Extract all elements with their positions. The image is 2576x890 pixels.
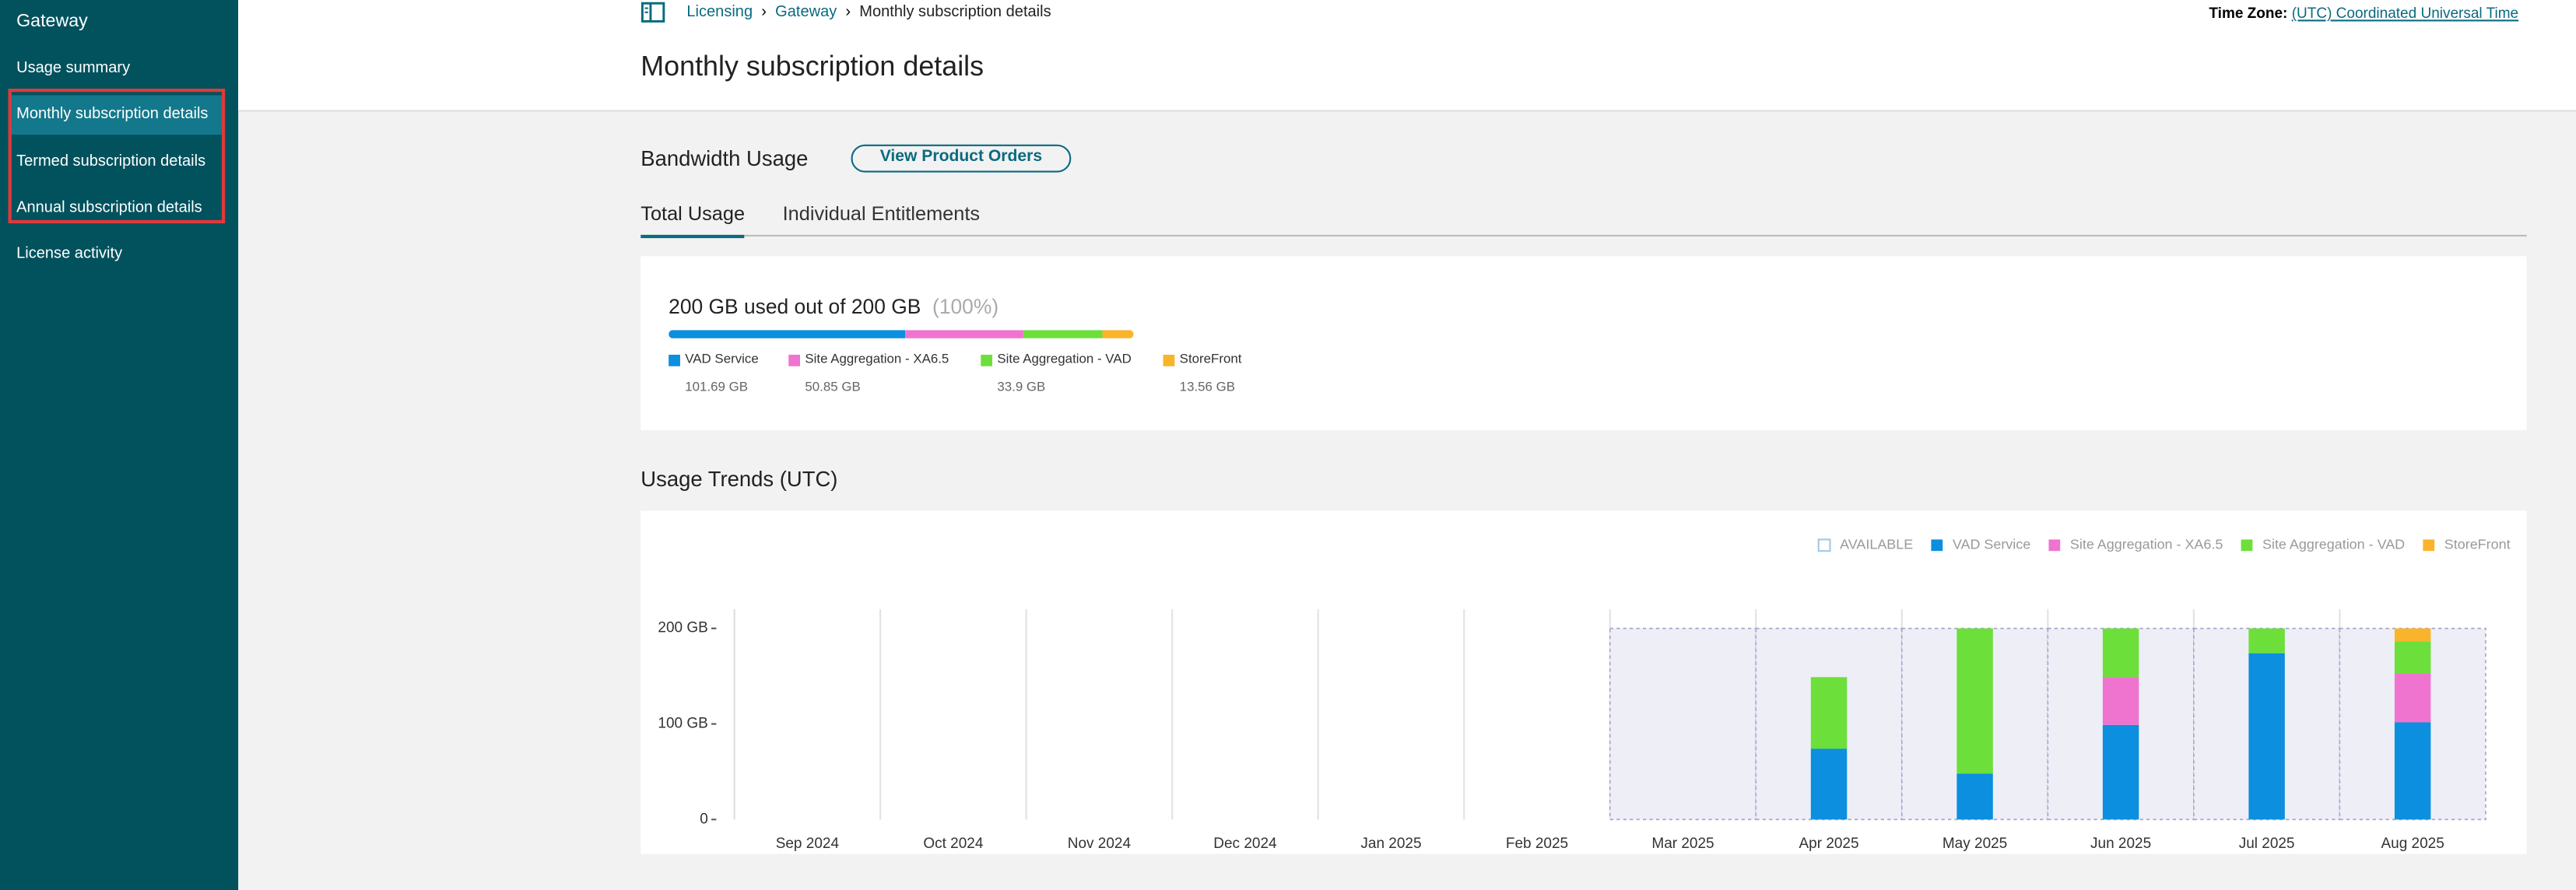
separator: › [837,3,860,22]
legend-swatch [669,354,680,366]
legend-swatch [1817,538,1831,552]
time-zone-label: Time Zone: [2209,5,2288,22]
x-tick-label: Mar 2025 [1651,836,1714,852]
x-tick-label: Jun 2025 [2090,836,2151,852]
nav-item[interactable]: License activity [16,244,123,264]
bar-segment [2394,628,2431,642]
page-title: Monthly subscription details [640,51,984,82]
bar-segment [2248,628,2285,653]
usage-chart: 0 100 GB 200 GB Sep 2024 Oct 2024 Nov 2024 Dec… [640,510,2527,854]
nav-item[interactable]: Annual subscription details [16,198,202,217]
breadcrumb-item[interactable]: Gateway [775,3,837,22]
x-tick-label: May 2025 [1943,836,2007,852]
legend-swatch [1163,354,1175,366]
usage-segment [904,330,1023,338]
available-capacity [1609,627,1757,821]
bar-segment [2102,724,2139,820]
legend-label: Site Aggregation - VAD [2262,537,2405,552]
legend-label: StoreFront [1179,351,1242,366]
bar-segment [1810,677,1848,749]
value-label: 33.9 GB [997,379,1046,394]
bar-segment [2248,653,2285,820]
tab-rule [640,234,2527,237]
breadcrumb: Licensing › Gateway › Monthly subscripti… [686,3,1051,21]
x-tick-label: Dec 2024 [1213,836,1276,852]
sidebar: Gateway Usage summary Monthly subscriptio… [0,0,239,890]
x-tick-label: Apr 2025 [1799,836,1859,852]
legend-label: Site Aggregation - VAD [997,351,1132,366]
legend-swatch [2048,539,2061,552]
legend-label: Site Aggregation - XA6.5 [2070,537,2223,552]
legend-label: VAD Service [1953,537,2030,552]
usage-bar [669,330,1134,338]
section-title: Bandwidth Usage [640,145,809,171]
sidebar-title: Gateway [16,11,88,32]
value-label: 101.69 GB [685,379,749,394]
highlight-box [8,88,226,224]
x-tick-label: Feb 2025 [1506,836,1568,852]
legend-label: Site Aggregation - XA6.5 [805,351,949,366]
percent: (100%) [932,295,999,319]
bar-segment [2102,677,2139,725]
legend-label: AVAILABLE [1840,537,1913,552]
summary-headline: 200 GB used out of 200 GB (100%) [669,296,998,319]
nav-item[interactable]: Termed subscription details [16,152,206,170]
bar-segment [1957,773,1993,820]
legend-swatch [2241,539,2253,552]
breadcrumb-item[interactable]: Licensing [686,3,753,22]
nav-item[interactable]: Monthly subscription details [8,96,224,135]
legend-swatch [981,354,993,366]
separator: › [753,3,776,22]
time-zone-link[interactable]: (UTC) Coordinated Universal Time [2291,5,2519,22]
x-tick-label: Aug 2025 [2381,836,2444,852]
x-tick-label: Jul 2025 [2239,836,2295,852]
y-tick-label: 200 GB [658,620,707,636]
bar-segment [1810,748,1848,820]
tab[interactable]: Individual Entitlements [782,201,981,226]
legend-swatch [1931,539,1943,552]
bar-segment [2394,641,2431,675]
y-tick-label: 100 GB [658,716,707,732]
x-tick-label: Oct 2024 [923,836,983,852]
view-orders-button[interactable]: View Product Orders [851,144,1072,173]
legend-label: VAD Service [685,351,759,366]
summary-card: 200 GB used out of 200 GB (100%) VAD Ser… [640,256,2527,431]
bar-segment [1957,628,1993,774]
tab[interactable]: Total Usage [640,202,746,239]
breadcrumb-item: Monthly subscription details [859,3,1051,22]
header: Licensing › Gateway › Monthly subscripti… [238,0,2576,112]
value-label: 13.56 GB [1179,379,1236,394]
nav-item[interactable]: Usage summary [16,58,131,78]
headline: 200 GB used out of 200 GB [669,295,921,319]
x-tick-label: Sep 2024 [776,836,839,852]
bar-segment [2394,722,2431,820]
x-tick-label: Nov 2024 [1068,836,1131,852]
usage-segment [1101,330,1134,338]
x-tick-label: Jan 2025 [1360,836,1421,852]
sidebar-toggle-icon[interactable] [640,2,665,23]
usage-segment [669,330,905,338]
y-tick-label: 0 [700,811,708,827]
bar-segment [2102,628,2139,678]
value-label: 50.85 GB [805,379,861,394]
trends-title: Usage Trends (UTC) [640,466,838,492]
bar-segment [2394,674,2431,723]
usage-segment [1023,330,1102,338]
time-zone: Time Zone: (UTC) Coordinated Universal T… [2209,5,2518,21]
legend-swatch [2423,539,2435,552]
legend-label: StoreFront [2444,537,2511,552]
legend-swatch [788,354,801,366]
